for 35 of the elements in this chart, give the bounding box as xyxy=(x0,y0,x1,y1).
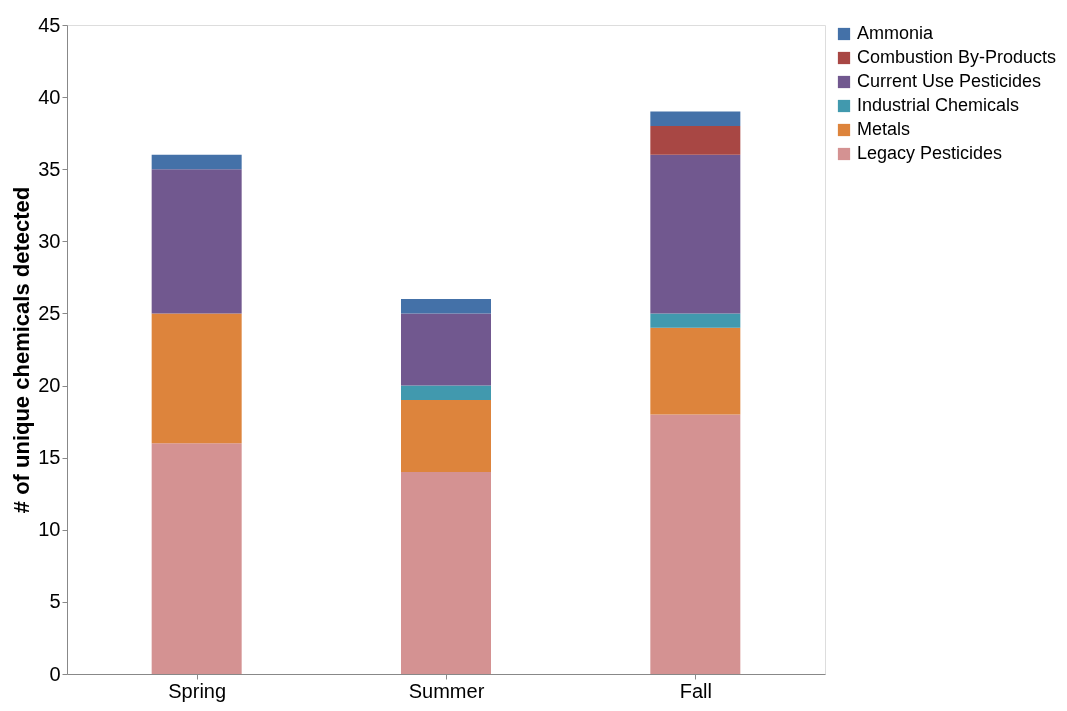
x-tick-label: Summer xyxy=(408,679,485,702)
bar xyxy=(650,414,741,674)
bar xyxy=(401,399,491,473)
bar xyxy=(151,154,242,170)
bar xyxy=(401,299,491,314)
y-tick-label: 40 xyxy=(38,85,61,108)
y-tick-label: 10 xyxy=(38,518,61,541)
bar xyxy=(151,169,242,314)
bar xyxy=(151,443,242,674)
legend-label: Ammonia xyxy=(857,23,935,43)
legend-label: Combustion By-Products xyxy=(857,47,1057,67)
y-tick-label: 30 xyxy=(38,229,61,252)
bar xyxy=(401,313,491,386)
y-tick-label: 0 xyxy=(49,662,61,685)
bar xyxy=(650,313,741,328)
bar xyxy=(401,385,491,400)
bar xyxy=(650,154,741,314)
bar xyxy=(650,327,741,415)
x-tick-label: Fall xyxy=(679,679,712,702)
y-tick-label: 20 xyxy=(38,374,61,397)
x-tick-label: Spring xyxy=(168,679,227,702)
y-tick-label: 25 xyxy=(38,301,61,324)
legend-label: Legacy Pesticides xyxy=(857,143,1003,163)
y-tick-label: 5 xyxy=(49,590,61,613)
legend-label: Industrial Chemicals xyxy=(857,95,1020,115)
bar xyxy=(151,313,242,444)
y-axis-title: # of unique chemicals detected xyxy=(9,186,35,514)
bar xyxy=(650,111,741,126)
y-tick-label: 45 xyxy=(38,13,61,36)
y-tick-label: 15 xyxy=(38,446,61,469)
bar xyxy=(401,472,491,674)
y-tick-label: 35 xyxy=(38,157,61,180)
legend-label: Metals xyxy=(857,119,911,139)
bar xyxy=(650,125,741,155)
legend-label: Current Use Pesticides xyxy=(857,71,1042,91)
